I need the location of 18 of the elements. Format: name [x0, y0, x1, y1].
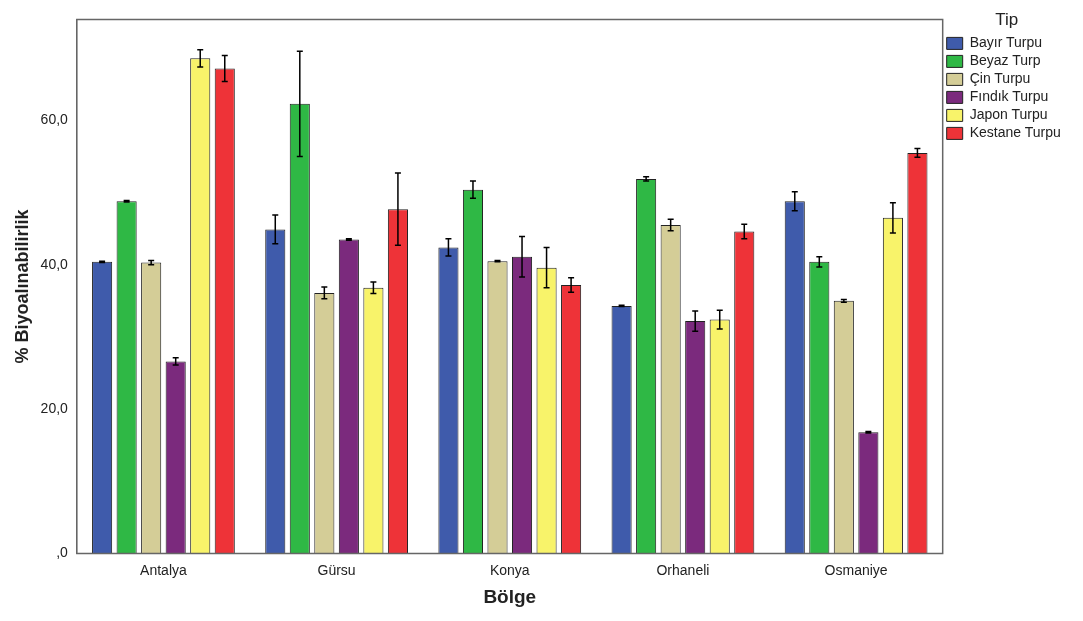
legend-label: Bayır Turpu: [969, 34, 1043, 51]
x-axis-title: Bölge: [483, 585, 537, 607]
legend-title: Tip: [995, 10, 1019, 30]
y-tick-label: 60,0: [40, 111, 69, 128]
y-tick-label: 40,0: [40, 255, 69, 272]
x-tick-label: Konya: [489, 561, 530, 578]
legend-label: Fındık Turpu: [969, 88, 1049, 105]
x-tick-label: Antalya: [140, 561, 187, 578]
x-tick-label: Orhaneli: [656, 561, 710, 578]
y-tick-label: ,0: [56, 544, 69, 561]
legend-label: Çin Turpu: [969, 70, 1031, 87]
legend-label: Beyaz Turp: [969, 52, 1041, 69]
x-tick-label: Gürsu: [317, 561, 356, 578]
x-tick-label: Osmaniye: [824, 561, 888, 578]
y-axis-title: % Biyoalınabilirlik: [11, 208, 32, 364]
legend-label: Kestane Turpu: [969, 124, 1061, 141]
legend-label: Japon Turpu: [969, 106, 1048, 123]
y-tick-label: 20,0: [40, 399, 69, 416]
